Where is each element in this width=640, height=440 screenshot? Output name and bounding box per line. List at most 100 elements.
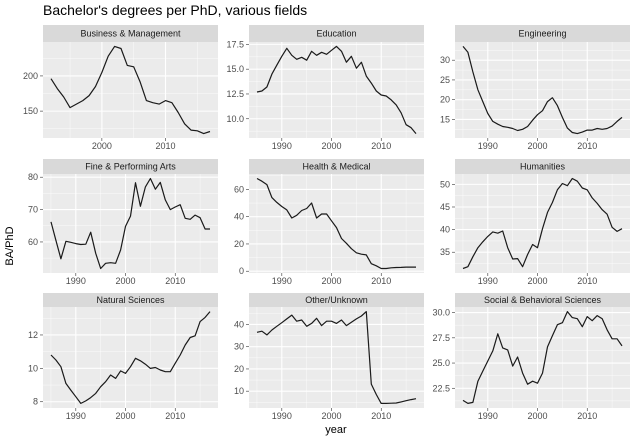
y-tick-label: 17.5 <box>226 39 244 49</box>
facet-fine-performing-arts: Fine & Performing Arts 1990 2000 2010 60 70 80 <box>28 159 218 286</box>
facet-strip <box>43 293 218 307</box>
series-line <box>256 311 417 404</box>
panel-background <box>249 174 424 273</box>
facet-education: Education 1990 2000 2010 10.0 12.5 15.0 17.5 <box>226 25 424 151</box>
x-tick-label: 1990 <box>478 276 498 286</box>
x-tick-label: 2000 <box>528 276 548 286</box>
series-line <box>50 177 210 270</box>
y-tick-label: 80 <box>28 172 38 182</box>
x-tick-label: 2000 <box>92 141 112 151</box>
facet-strip-label: Education <box>316 29 356 39</box>
x-tick-label: 2010 <box>577 276 597 286</box>
x-tick-label: 1990 <box>272 276 292 286</box>
y-tick-label: 15 <box>440 114 450 124</box>
facet-health-medical: Health & Medical 1990 2000 2010 0 20 40 60 <box>234 159 424 286</box>
facet-strip-label: Fine & Performing Arts <box>85 162 176 172</box>
x-tick-label: 2010 <box>577 141 597 151</box>
chart-title: Bachelor's degrees per PhD, various fiel… <box>43 2 307 18</box>
facet-strip-label: Engineering <box>518 29 566 39</box>
facet-engineering: Engineering 1990 2000 2010 15 20 25 30 <box>440 25 630 151</box>
x-tick-label: 2000 <box>322 411 342 421</box>
panel-background <box>249 42 424 138</box>
x-tick-label: 1990 <box>478 141 498 151</box>
x-tick-label: 1990 <box>66 411 86 421</box>
facet-strip <box>455 293 630 307</box>
series-line <box>256 177 416 270</box>
y-tick-label: 40 <box>234 319 244 329</box>
y-tick-label: 200 <box>23 71 38 81</box>
y-tick-label: 20 <box>234 364 244 374</box>
y-tick-label: 10.0 <box>226 114 244 124</box>
panel-background <box>43 42 218 138</box>
y-tick-label: 10 <box>28 363 38 373</box>
facet-strip <box>249 159 424 174</box>
panel-background <box>249 307 424 408</box>
y-tick-label: 22.5 <box>432 383 450 393</box>
x-tick-label: 2000 <box>528 411 548 421</box>
y-tick-label: 10 <box>234 386 244 396</box>
x-tick-label: 1990 <box>66 276 86 286</box>
y-tick-label: 0 <box>239 266 244 276</box>
facet-strip <box>249 293 424 307</box>
series-line <box>256 45 417 134</box>
x-tick-label: 2010 <box>165 411 185 421</box>
panel-background <box>455 174 630 273</box>
x-tick-label: 2010 <box>371 411 391 421</box>
x-tick-label: 2000 <box>528 141 548 151</box>
facet-strip-label: Humanities <box>520 162 566 172</box>
y-tick-label: 20 <box>440 95 450 105</box>
facet-strip <box>249 25 424 42</box>
panel-background <box>455 307 630 408</box>
y-tick-label: 25.0 <box>432 358 450 368</box>
y-tick-label: 12 <box>28 330 38 340</box>
y-tick-label: 50 <box>440 179 450 189</box>
facet-strip-label: Business & Management <box>80 29 181 39</box>
series-line <box>50 45 211 135</box>
facet-strip <box>455 159 630 174</box>
facet-strip-label: Other/Unknown <box>305 295 368 305</box>
panel-background <box>43 174 218 273</box>
facet-strip <box>43 25 218 42</box>
panel-background <box>43 307 218 408</box>
y-tick-label: 30 <box>440 55 450 65</box>
facet-strip <box>43 159 218 174</box>
x-tick-label: 2000 <box>322 276 342 286</box>
y-tick-label: 60 <box>28 237 38 247</box>
x-tick-label: 2000 <box>322 141 342 151</box>
facet-strip <box>455 25 630 42</box>
x-tick-label: 2010 <box>155 141 175 151</box>
x-tick-label: 2010 <box>371 276 391 286</box>
series-line <box>462 46 623 135</box>
y-tick-label: 60 <box>234 184 244 194</box>
series-line <box>50 311 211 404</box>
y-tick-label: 12.5 <box>226 89 244 99</box>
facet-strip-label: Health & Medical <box>302 162 370 172</box>
y-tick-label: 25 <box>440 75 450 85</box>
facet-humanities: Humanities 1990 2000 2010 35 40 45 50 <box>440 159 630 286</box>
y-tick-label: 40 <box>234 212 244 222</box>
x-tick-label: 2010 <box>165 276 185 286</box>
y-tick-label: 150 <box>23 106 38 116</box>
y-tick-label: 20 <box>234 239 244 249</box>
x-tick-label: 2000 <box>116 276 136 286</box>
y-tick-label: 30.0 <box>432 308 450 318</box>
x-tick-label: 1990 <box>272 141 292 151</box>
x-axis-title: year <box>325 424 347 436</box>
y-tick-label: 40 <box>440 225 450 235</box>
y-tick-label: 35 <box>440 247 450 257</box>
x-tick-label: 1990 <box>478 411 498 421</box>
x-tick-label: 1990 <box>272 411 292 421</box>
y-tick-label: 70 <box>28 205 38 215</box>
facet-strip-label: Social & Behavioral Sciences <box>484 295 602 305</box>
facet-social-behavioral-sciences: Social & Behavioral Sciences 1990 2000 2010… <box>432 293 630 421</box>
series-line <box>462 177 623 270</box>
y-tick-label: 30 <box>234 342 244 352</box>
y-tick-label: 8 <box>33 397 38 407</box>
y-tick-label: 45 <box>440 202 450 212</box>
x-tick-label: 2010 <box>577 411 597 421</box>
facet-business-management: Business & Management 2000 2010 150 200 <box>23 25 218 151</box>
y-tick-label: 27.5 <box>432 333 450 343</box>
